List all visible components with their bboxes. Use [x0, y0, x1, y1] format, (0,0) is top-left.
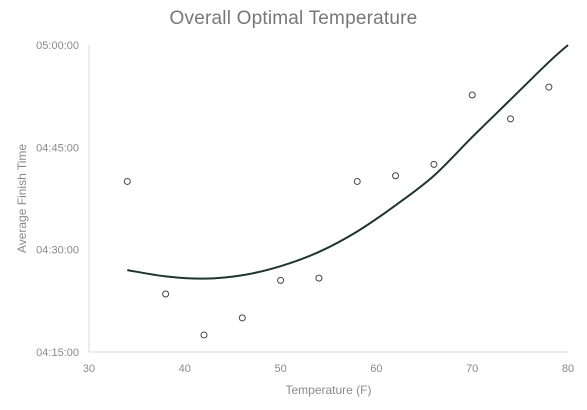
x-axis-label: Temperature (F): [285, 383, 371, 397]
data-point: [392, 172, 400, 180]
data-point: [123, 177, 131, 185]
x-tick-label: 60: [370, 363, 382, 375]
data-point: [353, 177, 361, 185]
data-point: [507, 115, 515, 123]
chart-title: Overall Optimal Temperature: [169, 8, 418, 29]
x-tick-label: 80: [562, 363, 574, 375]
data-point: [430, 160, 438, 168]
y-tick-labels: 04:15:00 04:30:00 04:45:00 05:00:00: [36, 40, 79, 359]
data-point: [315, 274, 323, 282]
x-tick-label: 40: [179, 363, 191, 375]
x-tick-labels: 30 40 50 60 70 80: [83, 363, 574, 375]
y-axis-label: Average Finish Time: [15, 144, 29, 253]
y-tick-label: 04:15:00: [36, 347, 79, 359]
data-point: [545, 83, 553, 91]
data-point: [238, 314, 246, 322]
x-tick-label: 30: [83, 363, 95, 375]
data-point: [468, 91, 476, 99]
data-points: [123, 83, 553, 339]
trendline: [127, 44, 569, 280]
data-point: [200, 331, 208, 339]
x-tick-label: 50: [274, 363, 286, 375]
y-tick-label: 04:45:00: [36, 142, 79, 154]
x-tick-label: 70: [466, 363, 478, 375]
y-tick-label: 05:00:00: [36, 40, 79, 52]
data-point: [277, 276, 285, 284]
data-point: [162, 290, 170, 298]
y-tick-label: 04:30:00: [36, 245, 79, 257]
